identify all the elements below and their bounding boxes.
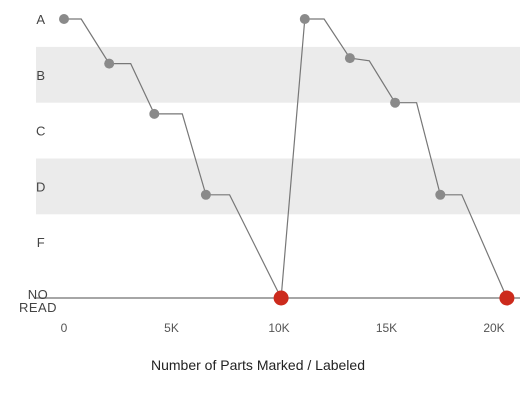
x-tick-label: 5K (164, 321, 179, 335)
grade-marker (104, 58, 115, 69)
grade-marker (344, 53, 355, 64)
grade-marker (149, 108, 160, 119)
x-tick-label: 15K (376, 321, 397, 335)
grade-label-line: READ (19, 300, 57, 315)
grade-labels: A B C D F NO READ (19, 12, 57, 315)
grade-label-f: F (37, 235, 45, 250)
grade-marker (299, 14, 310, 24)
grade-label-no-read: NO READ (19, 287, 57, 315)
x-axis-label: Number of Parts Marked / Labeled (151, 357, 365, 373)
no-read-marker (273, 290, 289, 306)
grade-bands (36, 46, 520, 215)
grade-label-a: A (36, 12, 45, 27)
series-path (64, 18, 508, 301)
x-tick-label: 20K (483, 321, 504, 335)
grade-label-c: C (36, 124, 46, 139)
x-tick-labels: 0 5K 10K 15K 20K (61, 321, 505, 335)
grade-band-0 (36, 46, 520, 103)
x-tick-label: 10K (268, 321, 289, 335)
grade-marker (200, 189, 211, 200)
grade-marker (59, 14, 69, 24)
grade-band-1 (36, 158, 520, 215)
grade-label-line: NO (28, 287, 49, 302)
grade-label-b: B (36, 68, 45, 83)
series-line (64, 18, 508, 301)
no-read-marker (499, 290, 515, 306)
series-markers (59, 14, 515, 306)
grade-marker (390, 97, 401, 108)
grade-marker (435, 189, 446, 200)
grade-label-d: D (36, 179, 46, 194)
x-tick-label: 0 (61, 321, 68, 335)
